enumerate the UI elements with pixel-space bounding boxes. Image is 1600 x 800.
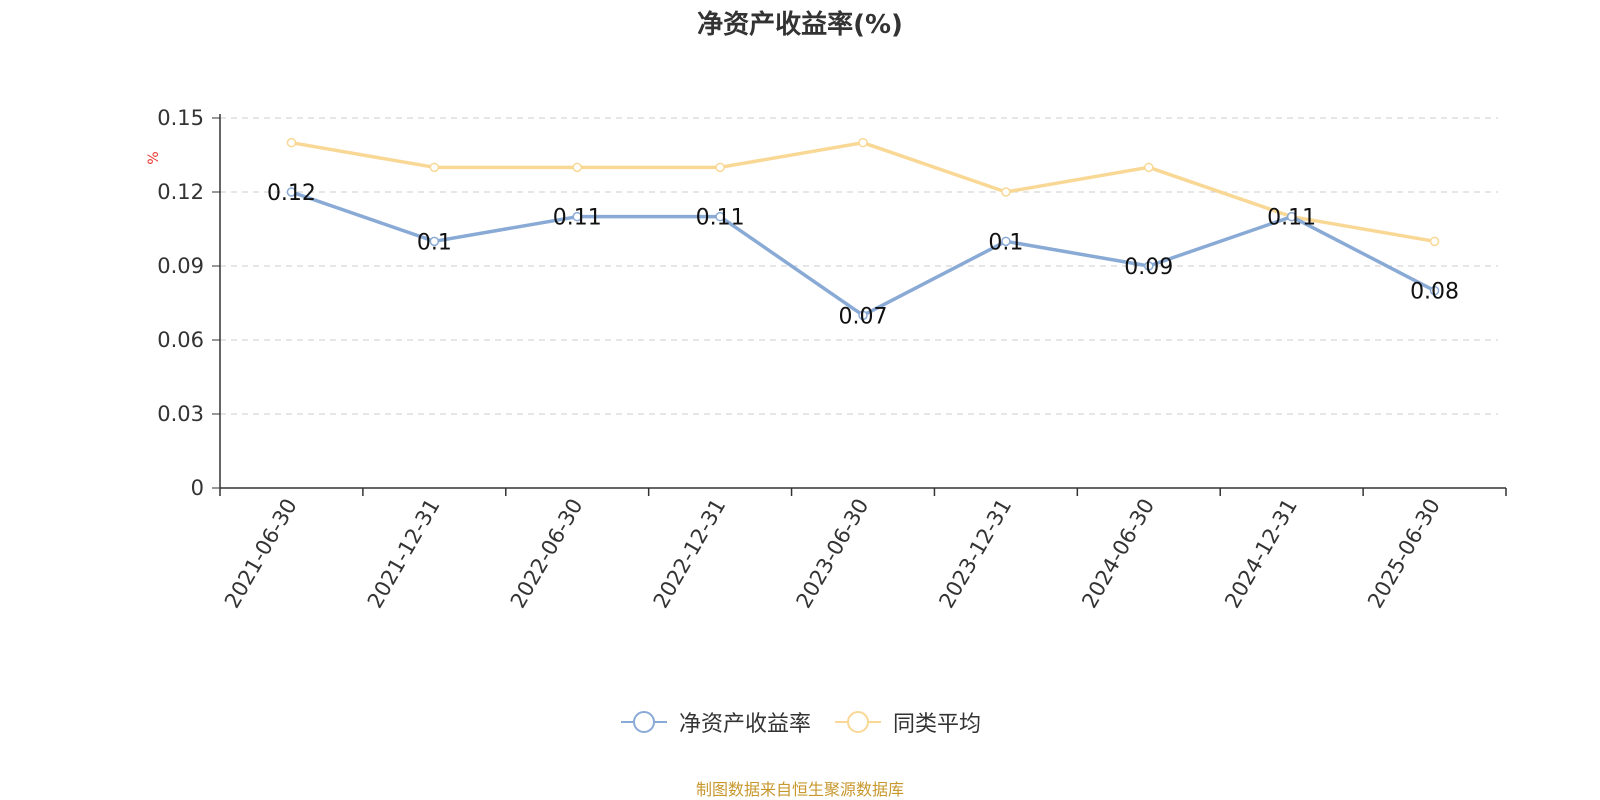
y-tick-label: 0.06 [157,328,204,352]
data-label-roe: 0.11 [696,206,745,231]
x-tick-label: 2023-06-30 [792,495,874,613]
series-lines [286,137,1440,321]
data-label-roe: 0.1 [988,230,1023,255]
data-point-peer-average [715,162,725,173]
data-point-peer-average [1001,187,1011,197]
chart-title: 净资产收益率(%) [697,10,903,40]
y-axis-unit-label: % [146,151,162,164]
legend-item-roe[interactable]: 净资产收益率 [619,706,811,738]
legend-roe-marker-icon [620,711,667,733]
y-tick-label: 0 [191,476,204,500]
axes: 0 0.03 0.06 0.09 0.12 0.15 2021-06-30 2021-12-3… [157,106,1507,613]
y-tick-label: 0.15 [157,106,204,130]
data-point-roe [858,310,868,321]
data-label-roe: 0.11 [1267,206,1316,231]
y-tick-label: 0.12 [157,180,204,204]
x-tick-label: 2021-12-31 [363,495,445,613]
data-point-roe [1286,211,1297,222]
data-label-roe: 0.11 [553,206,602,231]
data-point-peer-average [429,162,440,173]
x-tick-label: 2022-12-31 [649,495,731,613]
grid-lines [220,117,1498,415]
data-label-roe: 0.07 [839,304,888,329]
legend-item-peer-average[interactable]: 同类平均 [833,706,981,738]
x-tick-label: 2024-12-31 [1220,495,1302,613]
legend-label-roe: 净资产收益率 [678,712,811,737]
x-tick-label: 2022-06-30 [506,495,588,613]
data-point-roe [715,211,725,222]
legend-peer-marker-icon [835,711,881,733]
x-tick-label: 2023-12-31 [934,495,1016,613]
data-point-roe [572,211,582,222]
data-point-peer-average [858,137,868,148]
y-tick-label: 0.09 [157,254,204,278]
x-tick-label: 2025-06-30 [1363,495,1445,613]
y-tick-label: 0.03 [157,402,204,426]
series-line-roe [290,190,1436,318]
data-labels: 0.12 0.1 0.11 0.11 0.07 0.1 0.09 0.11 0.08 [267,181,1459,329]
data-point-roe [1001,236,1011,247]
data-point-roe [286,187,297,197]
x-tick-label: 2024-06-30 [1077,495,1159,613]
data-label-roe: 0.1 [417,230,452,255]
data-point-roe [1144,261,1154,271]
data-label-roe: 0.09 [1124,255,1173,280]
data-point-roe [1429,285,1440,296]
legend: 净资产收益率 同类平均 [0,706,1600,738]
x-tick-label: 2021-06-30 [220,495,302,613]
data-point-peer-average [286,137,297,148]
data-point-roe [429,236,440,247]
data-point-peer-average [1144,162,1154,173]
legend-label-peer-average: 同类平均 [893,712,982,737]
data-label-roe: 0.08 [1410,280,1459,305]
data-point-peer-average [1429,236,1440,247]
source-note: 制图数据来自恒生聚源数据库 [695,780,904,799]
data-label-roe: 0.12 [267,181,316,206]
data-point-peer-average [572,162,582,173]
